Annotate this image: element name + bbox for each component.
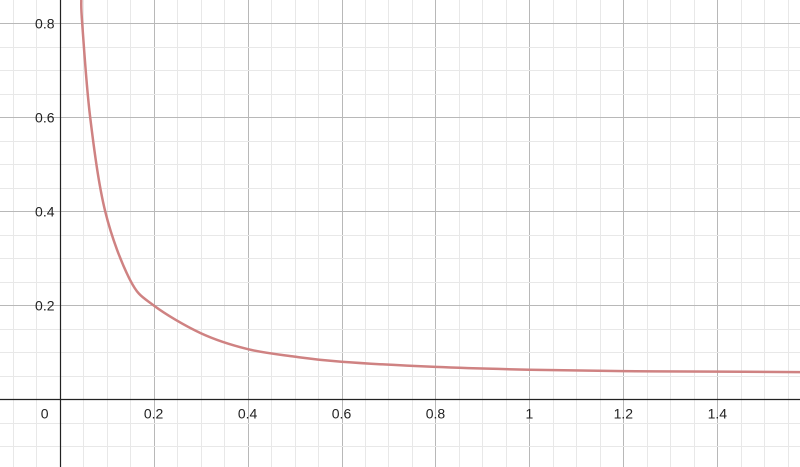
- curves: [79, 0, 800, 374]
- function-curve: [79, 0, 800, 374]
- tick-labels: 0 0.2 0.4 0.6 0.8 1 1.2 1.4 0.2 0.4 0.6 0.8: [35, 15, 727, 421]
- x-tick-label: 1.4: [708, 406, 728, 422]
- y-tick-label: 0.6: [35, 109, 55, 125]
- x-tick-label: 1.2: [614, 406, 634, 422]
- x-tick-label: 0.8: [426, 406, 446, 422]
- x-tick-label: 0.2: [144, 406, 164, 422]
- y-tick-label: 0.4: [35, 203, 55, 219]
- x-tick-label: 0.6: [332, 406, 352, 422]
- x-tick-label: 0.4: [238, 406, 258, 422]
- origin-label: 0: [41, 406, 49, 422]
- x-tick-label: 1: [526, 406, 534, 422]
- y-tick-label: 0.8: [35, 15, 55, 31]
- y-tick-label: 0.2: [35, 297, 55, 313]
